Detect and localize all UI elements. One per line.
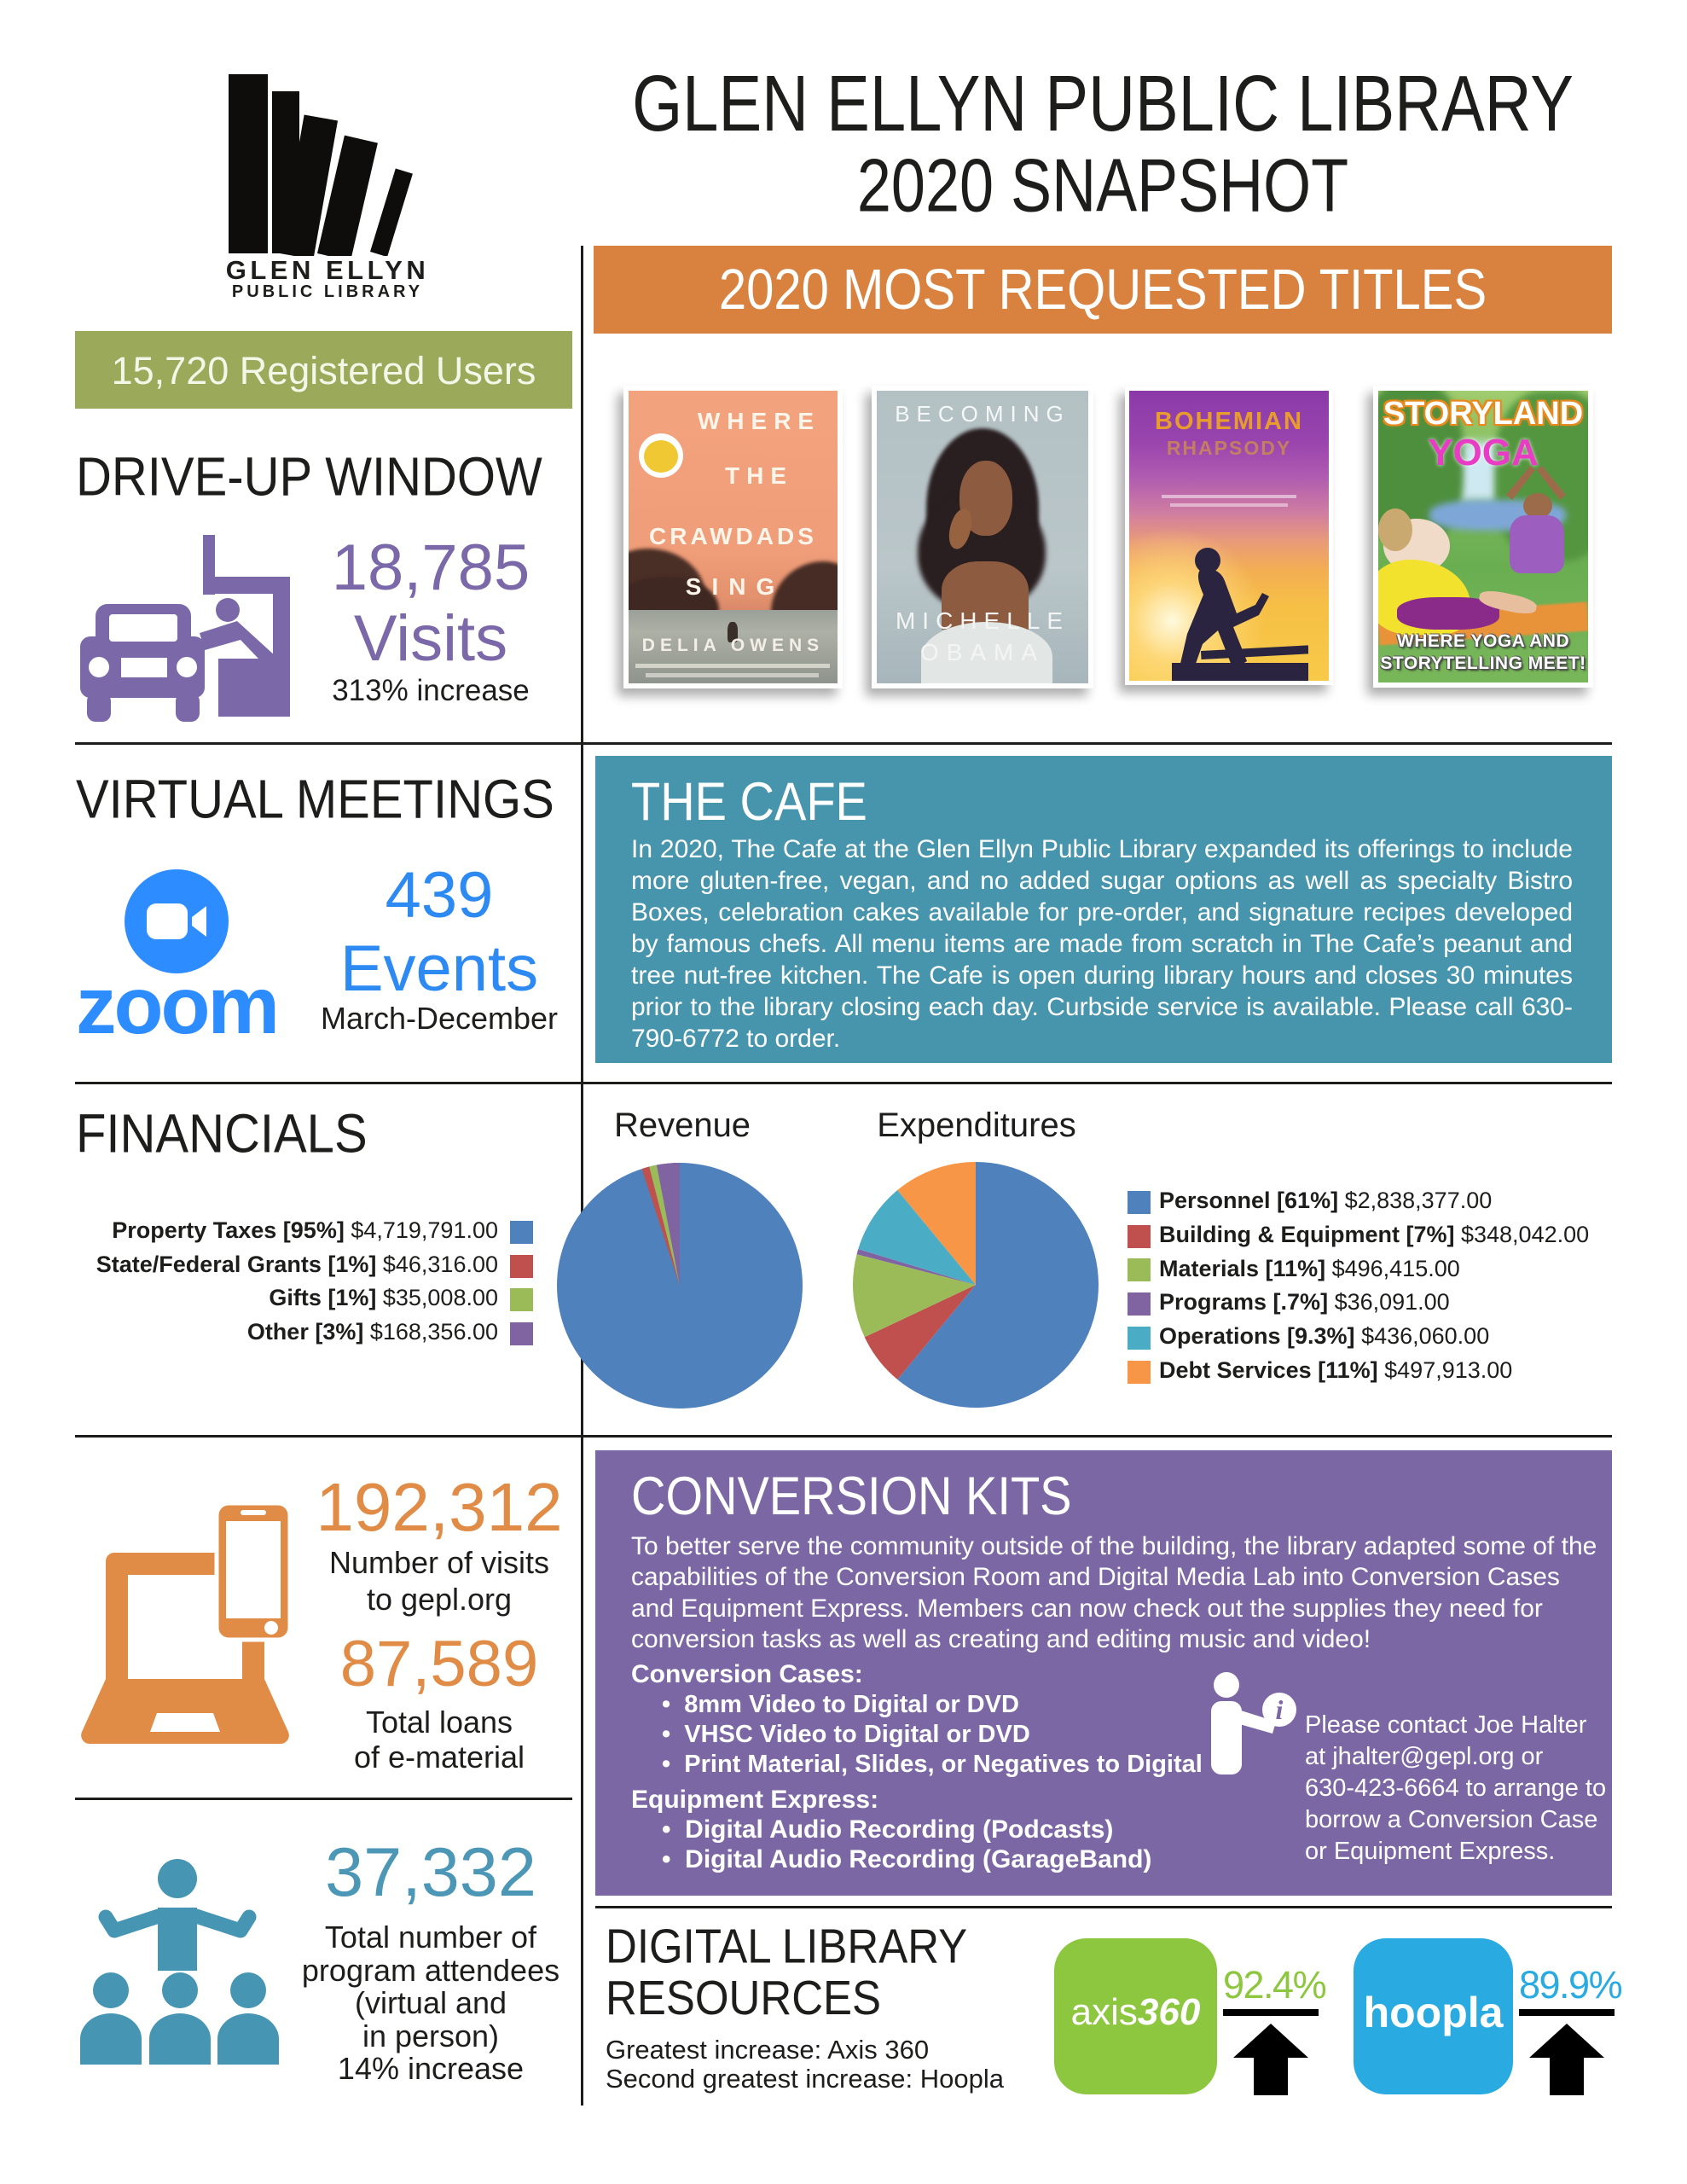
svg-text:i: i xyxy=(1276,1694,1284,1725)
